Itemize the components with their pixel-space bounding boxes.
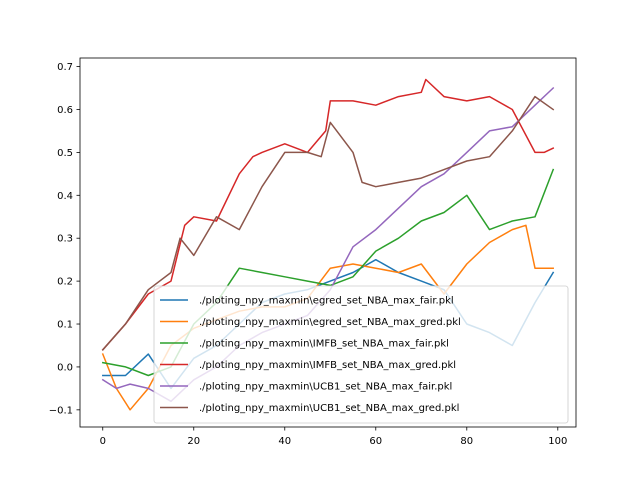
x-tick-label: 100 xyxy=(548,436,567,447)
plot-frame xyxy=(79,57,577,428)
legend-label-3: ./ploting_npy_maxmin\IMFB_set_NBA_max_fa… xyxy=(199,339,449,350)
axes-frame xyxy=(79,57,577,428)
y-tick-label: 0.1 xyxy=(57,320,73,331)
legend-label-4: ./ploting_npy_maxmin\IMFB_set_NBA_max_gr… xyxy=(199,360,456,371)
legend-label-1: ./ploting_npy_maxmin\egred_set_NBA_max_f… xyxy=(199,296,454,307)
legend-label-6: ./ploting_npy_maxmin\UCB1_set_NBA_max_gr… xyxy=(199,403,459,414)
y-tick-label: 0.6 xyxy=(57,105,73,116)
y-tick-label: 0.4 xyxy=(57,191,73,202)
legend-label-5: ./ploting_npy_maxmin\UCB1_set_NBA_max_fa… xyxy=(199,382,452,393)
x-tick-label: 80 xyxy=(460,436,473,447)
x-tick-label: 20 xyxy=(187,436,200,447)
y-tick-label: 0.5 xyxy=(57,148,73,159)
y-tick-label: 0.3 xyxy=(57,234,73,245)
legend-label-2: ./ploting_npy_maxmin\egred_set_NBA_max_g… xyxy=(199,317,461,328)
y-tick-label: 0.7 xyxy=(57,62,73,73)
series-line-4 xyxy=(101,78,555,351)
y-tick-label: −0.1 xyxy=(49,405,73,416)
y-tick-label: 0.2 xyxy=(57,277,73,288)
y-axis: −0.1 0.0 0.1 0.2 0.3 0.4 0.5 0.6 0.7 xyxy=(49,62,80,416)
x-tick-label: 40 xyxy=(278,436,291,447)
x-tick-label: 0 xyxy=(100,436,106,447)
legend: ./ploting_npy_maxmin\egred_set_NBA_max_f… xyxy=(153,285,569,424)
x-axis: 0 20 40 60 80 100 xyxy=(100,427,567,447)
series-line-6 xyxy=(101,95,555,351)
legend-box xyxy=(153,285,569,424)
y-tick-label: 0.0 xyxy=(57,362,73,373)
x-tick-label: 60 xyxy=(369,436,382,447)
